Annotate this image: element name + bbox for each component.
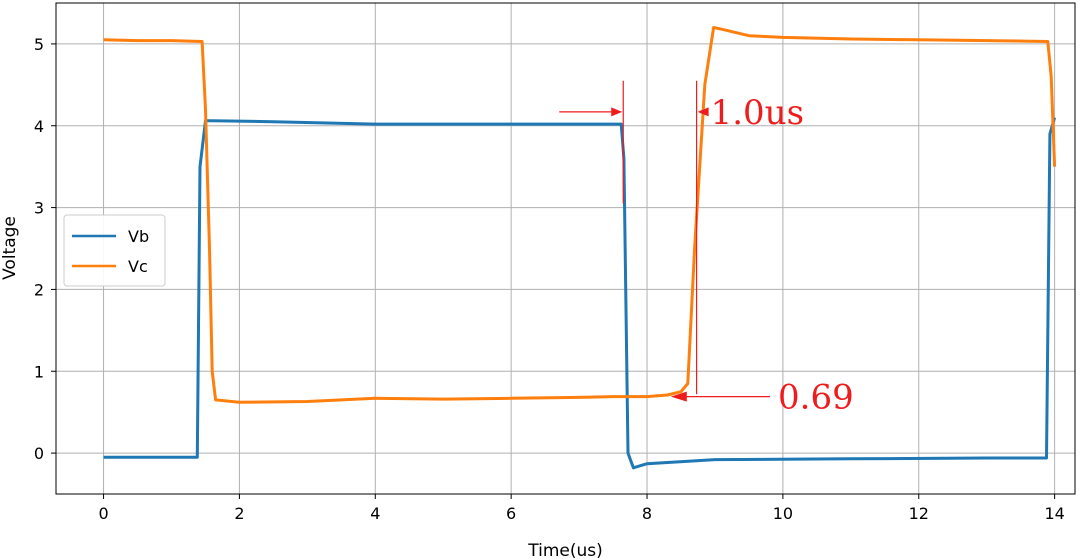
interval-arrow-head-left <box>611 107 623 117</box>
plot-frame <box>55 2 1076 495</box>
y-tick-label: 2 <box>34 280 44 299</box>
x-tick-label: 14 <box>1044 504 1064 523</box>
x-tick-label: 10 <box>773 504 793 523</box>
annotations: 1.0us 0.69 <box>559 80 854 418</box>
y-tick-label: 3 <box>34 199 44 218</box>
legend-box <box>63 214 166 287</box>
value-annotation-label: 0.69 <box>778 378 854 418</box>
y-tick-label: 0 <box>34 444 44 463</box>
y-tick-label: 5 <box>34 35 44 54</box>
legend: Vb Vc <box>63 214 166 287</box>
x-tick-label: 8 <box>642 504 652 523</box>
x-tick-label: 6 <box>506 504 516 523</box>
legend-label-vc: Vc <box>128 257 148 276</box>
interval-annotation-label: 1.0us <box>711 93 804 133</box>
x-tick-label: 2 <box>234 504 244 523</box>
value-arrow-head <box>670 391 687 402</box>
x-tick-label: 4 <box>370 504 380 523</box>
x-tick-label: 12 <box>909 504 929 523</box>
x-axis-label: Time(us) <box>527 541 603 559</box>
y-tick-label: 1 <box>34 362 44 381</box>
series-line-vb <box>103 117 1057 470</box>
y-axis-label: Voltage <box>0 216 20 280</box>
series-lines <box>103 26 1057 470</box>
x-tick-label: 0 <box>98 504 108 523</box>
legend-label-vb: Vb <box>128 227 149 246</box>
grid-lines <box>56 3 1075 494</box>
series-line-vc <box>103 26 1057 404</box>
interval-arrow-head-right <box>697 107 709 117</box>
y-tick-label: 4 <box>34 117 44 136</box>
